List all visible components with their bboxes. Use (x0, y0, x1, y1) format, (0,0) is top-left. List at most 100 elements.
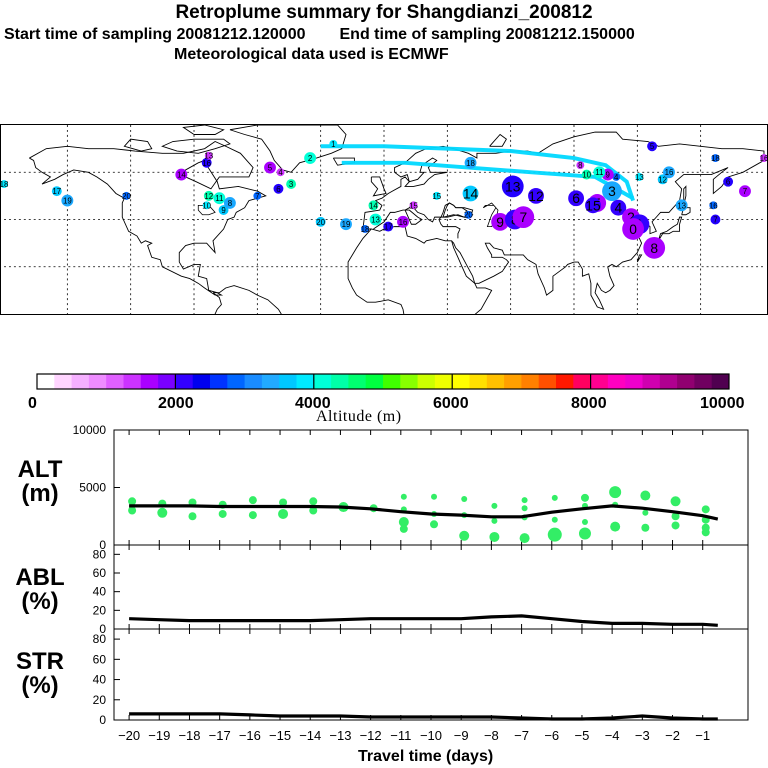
alt-scatter-point (128, 506, 137, 515)
plume-marker-label: 4 (278, 168, 283, 177)
colorbar-tick-2000: 2000 (158, 395, 194, 412)
plume-marker-label: 2 (627, 209, 635, 225)
plume-marker (218, 205, 229, 215)
plume-marker-label: 7 (713, 215, 717, 224)
alt-scatter-point (398, 517, 409, 527)
plume-marker (464, 210, 473, 219)
abl-label-bottom: (%) (21, 588, 59, 615)
plume-marker-label: 3 (608, 183, 616, 199)
colorbar-swatch (296, 374, 315, 389)
plume-marker (585, 197, 601, 214)
x-tick-label: −7 (514, 728, 529, 743)
colorbar-tick-10000: 10000 (700, 395, 745, 412)
alt-scatter-point (701, 528, 710, 537)
alt-scatter-point (491, 502, 498, 509)
plume-marker (462, 185, 479, 202)
alt-scatter-point (248, 496, 257, 505)
plume-marker-label: 6 (726, 178, 731, 187)
alt-scatter-point (701, 505, 710, 514)
y-tick-label: 80 (93, 632, 107, 646)
alt-scatter-point (671, 512, 680, 521)
lake-outline (482, 202, 499, 228)
colorbar-swatch (210, 374, 228, 389)
y-tick-label: 0 (99, 713, 106, 727)
plume-marker (647, 141, 658, 152)
colorbar-swatch (677, 374, 695, 389)
plume-marker-label: 18 (466, 159, 475, 168)
colorbar-swatch (642, 374, 661, 389)
plume-marker-label: 0 (629, 221, 637, 237)
plume-marker-label: 15 (409, 201, 418, 210)
alt-scatter-point (399, 524, 408, 533)
plume-marker-label: 14 (369, 201, 378, 210)
colorbar-swatch (469, 374, 488, 389)
plume-marker (1, 180, 8, 189)
plume-marker (329, 139, 338, 148)
x-tick-label: −1 (695, 728, 710, 743)
altitude-colorbar (36, 373, 730, 390)
alt-panel-label: ALT (m) (12, 458, 68, 506)
str-panel-label: STR (%) (12, 650, 68, 698)
plume-marker (657, 174, 668, 185)
colorbar-swatch (313, 374, 332, 389)
plume-marker (223, 197, 236, 209)
alt-scatter-point (188, 512, 197, 521)
colorbar-swatch (625, 374, 643, 389)
colorbar-swatch (521, 374, 540, 389)
colorbar-swatch (590, 374, 609, 389)
plume-tracks (320, 144, 635, 202)
coastline (683, 185, 687, 206)
colorbar-swatch (504, 374, 522, 389)
plume-marker-label: 4 (614, 173, 619, 182)
alt-scatter-point (581, 519, 588, 525)
plume-marker (304, 152, 317, 165)
alt-scatter-point (519, 533, 530, 544)
colorbar-swatch (452, 374, 470, 389)
colorbar-swatch (711, 374, 730, 389)
y-tick-label: 20 (93, 603, 107, 617)
str-plot-frame (113, 628, 749, 721)
plume-marker-label: 8 (650, 240, 658, 256)
alt-scatter-point (430, 520, 439, 529)
plume-marker (202, 201, 211, 210)
plume-marker (175, 168, 188, 181)
y-tick-label: 60 (93, 566, 107, 580)
plume-marker-label: 8 (578, 161, 583, 170)
plume-marker-label: 16 (709, 201, 718, 210)
alt-scatter-point (248, 511, 257, 520)
colorbar-swatch (659, 374, 678, 389)
alt-scatter-point (551, 494, 558, 501)
y-tick-label: 20 (93, 693, 107, 707)
plume-marker-label: 4 (614, 200, 622, 216)
x-tick-label: −12 (360, 728, 382, 743)
colorbar-swatch (694, 374, 713, 389)
alt-scatter-point (640, 490, 651, 501)
plume-marker (568, 190, 585, 207)
plume-marker-label: 7 (743, 187, 747, 196)
colorbar-frame (36, 373, 730, 390)
alt-scatter-point (547, 527, 562, 542)
plume-marker (315, 216, 326, 227)
plume-marker (361, 224, 369, 233)
colorbar-swatch (175, 374, 194, 389)
plume-marker (612, 173, 621, 181)
y-tick-label: 40 (93, 673, 107, 687)
plume-marker (383, 221, 394, 232)
colorbar-swatch (54, 374, 73, 389)
plume-marker-label: 16 (665, 168, 674, 177)
plume-marker-label: 13 (204, 152, 213, 161)
colorbar-swatch (538, 374, 557, 389)
abl-series-line (129, 614, 718, 627)
alt-scatter-point (218, 509, 227, 518)
abl-panel-label: ABL (%) (12, 566, 68, 614)
plume-marker-label: 14 (463, 185, 479, 201)
alt-scatter-point (609, 486, 622, 499)
coastline (29, 141, 267, 296)
plume-marker-label: 20 (122, 192, 131, 201)
y-tick-label: 0 (99, 622, 106, 636)
colorbar-swatch (348, 374, 367, 389)
x-tick-label: −14 (299, 728, 321, 743)
